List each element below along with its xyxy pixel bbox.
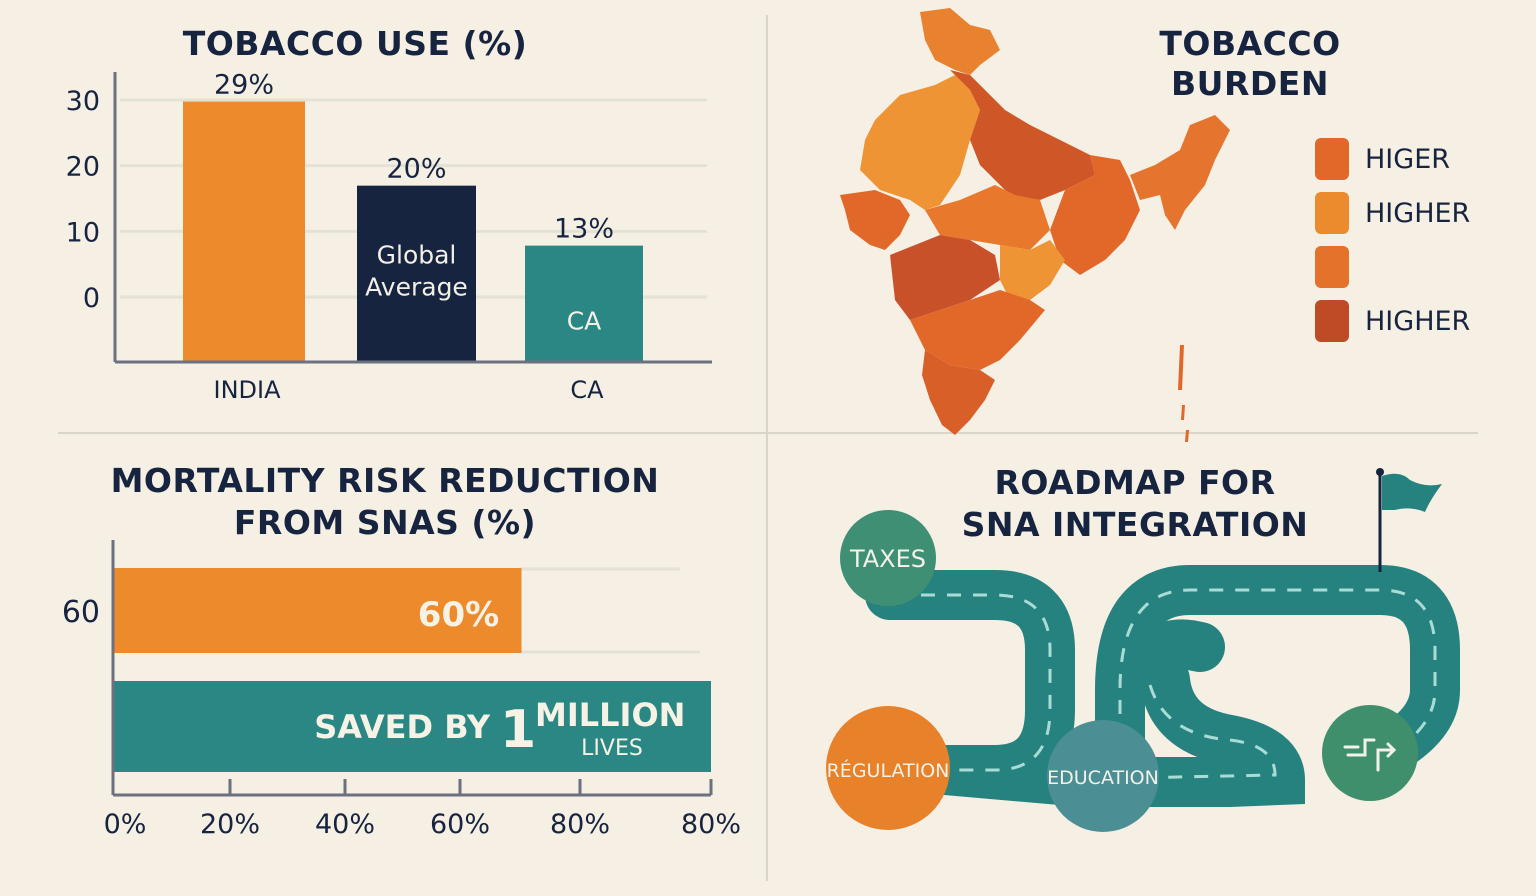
roadmap-panel: ROADMAP FOR SNA INTEGRATION TAXES RÉGULA… — [770, 440, 1536, 896]
tobacco-burden-title-line1: TOBACCO — [1159, 24, 1341, 63]
tobacco-use-chart: 30 20 10 0 29% INDIA 20% Global Average 13% CA CA — [66, 70, 712, 404]
bar-value-label-number: 1 — [500, 700, 536, 760]
y-tick-label: 10 — [66, 217, 100, 248]
tobacco-use-title: TOBACCO USE (%) — [182, 24, 528, 63]
legend-item — [1315, 246, 1365, 288]
map-islands — [1178, 345, 1189, 442]
roadmap-diagram: TAXES RÉGULATION EDUCATION — [826, 468, 1460, 832]
data-label: 29% — [214, 70, 274, 101]
x-tick-label: CA — [570, 376, 604, 404]
milestone-final — [1322, 705, 1418, 801]
x-tick-label: 0% — [104, 809, 147, 840]
direction-sign-icon — [1343, 738, 1397, 772]
y-tick-label: 60 — [62, 595, 100, 630]
legend-swatch — [1315, 138, 1349, 180]
x-tick-label: 60% — [430, 809, 490, 840]
map-region-maharashtra — [890, 235, 1000, 320]
roadmap-title-line1: ROADMAP FOR — [994, 463, 1276, 502]
y-tick-label: 20 — [66, 152, 100, 183]
horizontal-divider — [58, 432, 1478, 434]
legend-swatch — [1315, 246, 1349, 288]
map-region-deccan — [1000, 240, 1065, 300]
india-map — [840, 8, 1230, 442]
legend-label: HIGER — [1365, 143, 1451, 175]
map-region-south — [922, 350, 995, 435]
bar-ca — [525, 245, 643, 362]
map-region-north — [920, 8, 1000, 75]
milestone-regulation: RÉGULATION — [826, 706, 950, 830]
data-label: 20% — [386, 154, 446, 185]
bar-inner-label: Global — [377, 241, 457, 270]
bar-value-label-lives: LIVES — [581, 736, 643, 761]
x-tick-label: 40% — [315, 809, 375, 840]
x-tick-label: INDIA — [213, 376, 281, 404]
mortality-panel: MORTALITY RISK REDUCTION FROM SNAS (%) 6… — [0, 440, 760, 896]
legend-label: HIGHER — [1365, 197, 1471, 229]
milestone-label: RÉGULATION — [827, 759, 950, 782]
road-center-line — [895, 588, 1437, 780]
legend-item: HIGHER — [1315, 192, 1470, 234]
india-map-regions — [840, 8, 1230, 442]
bar-value-label-saved: SAVED BY — [314, 708, 491, 746]
roadmap-title: ROADMAP FOR SNA INTEGRATION — [945, 462, 1325, 546]
tobacco-burden-panel: TOBACCO BURDEN HIGER HIGHER HIGHER — [770, 0, 1536, 442]
tobacco-use-panel: TOBACCO USE (%) 30 20 10 0 29% INDIA 20% Global… — [0, 0, 760, 430]
map-region-northwest — [860, 75, 980, 210]
vertical-divider — [766, 15, 768, 881]
map-region-northeast — [1130, 115, 1230, 230]
x-tick-label: 80% — [550, 809, 610, 840]
map-region-south-central — [910, 290, 1045, 370]
flag-icon — [1376, 468, 1442, 572]
milestone-label: EDUCATION — [1047, 767, 1159, 789]
bar-lives-saved — [113, 681, 711, 772]
legend-swatch — [1315, 300, 1349, 342]
bar-value-label-unit: MILLION — [535, 696, 685, 734]
road-surface-s — [1075, 619, 1306, 807]
legend-item: HIGER — [1315, 138, 1450, 180]
map-region-gangetic — [950, 70, 1095, 200]
mortality-title: MORTALITY RISK REDUCTION FROM SNAS (%) — [110, 461, 660, 542]
roadmap-title-line2: SNA INTEGRATION — [961, 505, 1309, 544]
y-tick-label: 30 — [66, 86, 100, 117]
x-tick-label: 80% — [681, 809, 741, 840]
map-region-gujarat — [840, 190, 910, 250]
legend-swatch — [1315, 192, 1349, 234]
bar-india — [183, 101, 305, 363]
map-region-east — [1050, 155, 1140, 275]
data-label: 13% — [554, 214, 614, 245]
milestone-label: TAXES — [849, 545, 926, 573]
y-tick-label: 0 — [83, 283, 100, 314]
bar-inner-label: CA — [567, 307, 602, 336]
legend-item: HIGHER — [1315, 300, 1470, 342]
tobacco-burden-title-line2: BURDEN — [1171, 64, 1329, 103]
legend-label: HIGHER — [1365, 305, 1471, 337]
milestone-education: EDUCATION — [1047, 720, 1159, 832]
x-tick-label: 20% — [200, 809, 260, 840]
bar-global-average — [357, 185, 476, 362]
map-region-central — [925, 185, 1050, 250]
tobacco-burden-title: TOBACCO BURDEN — [1135, 24, 1365, 104]
milestone-taxes: TAXES — [840, 510, 936, 606]
bar-inner-label: Average — [365, 273, 468, 302]
bar-risk-reduction — [113, 568, 522, 653]
bar-value-label: 60% — [418, 595, 499, 635]
